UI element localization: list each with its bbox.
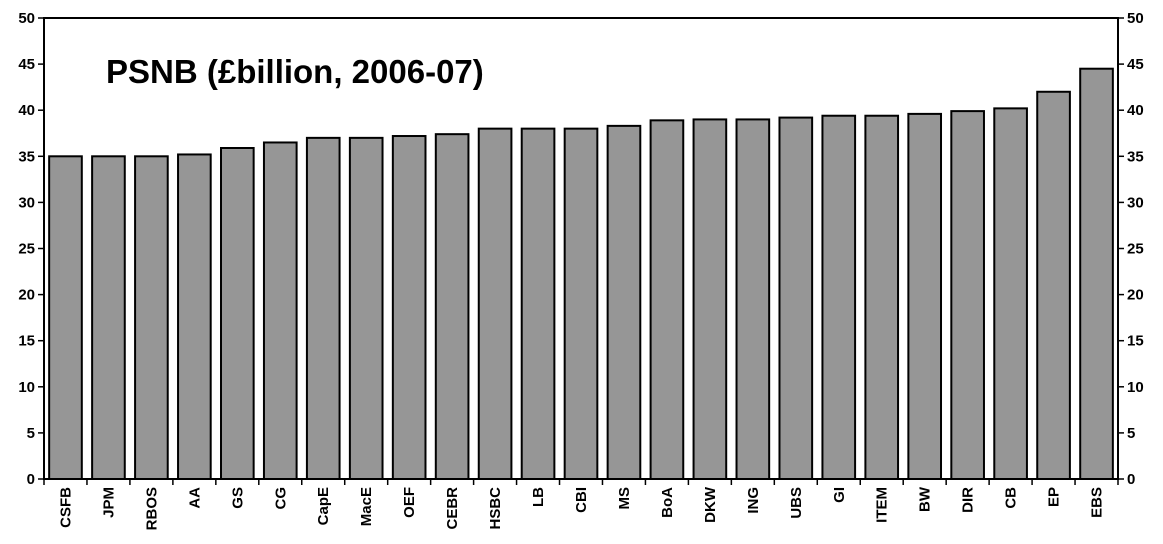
bar-ep: [1036, 90, 1071, 480]
bar-rbos: [134, 155, 169, 481]
x-tick-label-gi: GI: [831, 487, 848, 503]
y-tick-label-right: 35: [1127, 148, 1144, 165]
bar-cbi: [563, 127, 599, 480]
bar-cb: [993, 107, 1028, 481]
y-tick-label-right: 15: [1127, 333, 1144, 350]
y-tick-label-right: 20: [1127, 287, 1144, 304]
y-tick-label-right: 5: [1127, 425, 1135, 442]
y-tick-label-left: 5: [27, 425, 35, 442]
y-tick-label-left: 15: [18, 333, 35, 350]
bar-dir: [950, 110, 985, 481]
y-tick-label-right: 25: [1127, 241, 1144, 258]
x-tick-label-bw: BW: [917, 486, 934, 512]
x-tick-label-dkw: DKW: [702, 486, 719, 523]
bar-item: [864, 114, 900, 480]
y-tick-label-right: 50: [1127, 10, 1144, 27]
bars-group: [48, 67, 1114, 481]
y-tick-label-left: 10: [18, 379, 35, 396]
x-tick-label-cb: CB: [1003, 487, 1020, 509]
y-tick-label-left: 50: [18, 10, 35, 27]
bar-dkw: [692, 118, 728, 480]
x-tick-label-ebs: EBS: [1089, 487, 1106, 518]
y-tick-label-left: 40: [18, 102, 35, 119]
x-tick-label-lb: LB: [530, 487, 547, 507]
bar-cebr: [434, 133, 470, 480]
x-tick-label-jpm: JPM: [100, 487, 117, 518]
y-tick-label-right: 45: [1127, 56, 1144, 73]
x-tick-label-csfb: CSFB: [57, 487, 74, 528]
x-tick-label-cebr: CEBR: [444, 487, 461, 530]
bar-cape: [305, 136, 341, 481]
y-tick-label-left: 30: [18, 194, 35, 211]
y-tick-label-left: 0: [27, 471, 35, 488]
y-tick-label-right: 40: [1127, 102, 1144, 119]
bar-jpm: [91, 155, 126, 481]
bar-oef: [391, 135, 427, 481]
x-tick-label-ep: EP: [1046, 487, 1063, 507]
x-categories-group: CSFB JPM RBOS AA GS CG CapE MacE OEF CEBR HSBC LB CB…: [43, 479, 1119, 530]
x-tick-label-cg: CG: [272, 487, 289, 510]
bar-aa: [177, 153, 212, 481]
x-tick-label-ubs: UBS: [788, 487, 805, 519]
x-tick-label-item: ITEM: [874, 487, 891, 523]
chart-title: PSNB (£billion, 2006-07): [106, 53, 484, 90]
bar-hsbc: [477, 127, 513, 480]
bar-csfb: [48, 155, 83, 481]
x-tick-label-mace: MacE: [358, 487, 375, 526]
y-tick-label-left: 20: [18, 287, 35, 304]
y-tick-label-left: 25: [18, 241, 35, 258]
y-tick-label-right: 10: [1127, 379, 1144, 396]
x-tick-label-hsbc: HSBC: [487, 487, 504, 530]
bar-ubs: [778, 116, 814, 481]
y-tick-label-left: 45: [18, 56, 35, 73]
x-tick-label-cape: CapE: [315, 487, 332, 525]
x-tick-label-rbos: RBOS: [143, 487, 160, 530]
x-tick-label-dir: DIR: [960, 487, 977, 513]
bar-gi: [821, 114, 857, 480]
bar-lb: [520, 127, 556, 480]
x-tick-label-boa: BoA: [659, 487, 676, 518]
x-tick-label-ing: ING: [745, 487, 762, 514]
bar-gs: [220, 147, 255, 480]
y-tick-label-left: 35: [18, 148, 35, 165]
bar-cg: [262, 141, 298, 480]
bar-boa: [649, 119, 685, 480]
x-tick-label-cbi: CBI: [573, 487, 590, 513]
x-tick-label-aa: AA: [186, 487, 203, 509]
x-tick-label-oef: OEF: [401, 487, 418, 518]
bar-ing: [735, 118, 771, 480]
bar-ms: [606, 124, 642, 481]
bar-mace: [348, 136, 384, 481]
y-tick-label-right: 0: [1127, 471, 1135, 488]
bar-bw: [907, 112, 943, 480]
y-tick-label-right: 30: [1127, 194, 1144, 211]
x-tick-label-gs: GS: [229, 487, 246, 509]
x-tick-label-ms: MS: [616, 487, 633, 510]
bar-ebs: [1079, 67, 1114, 481]
y-ticks-group: 0 0 5 5 10 10 15 15 20 20 25 25 30 30 35 35 40 40 45 45 50 50: [18, 10, 1143, 488]
